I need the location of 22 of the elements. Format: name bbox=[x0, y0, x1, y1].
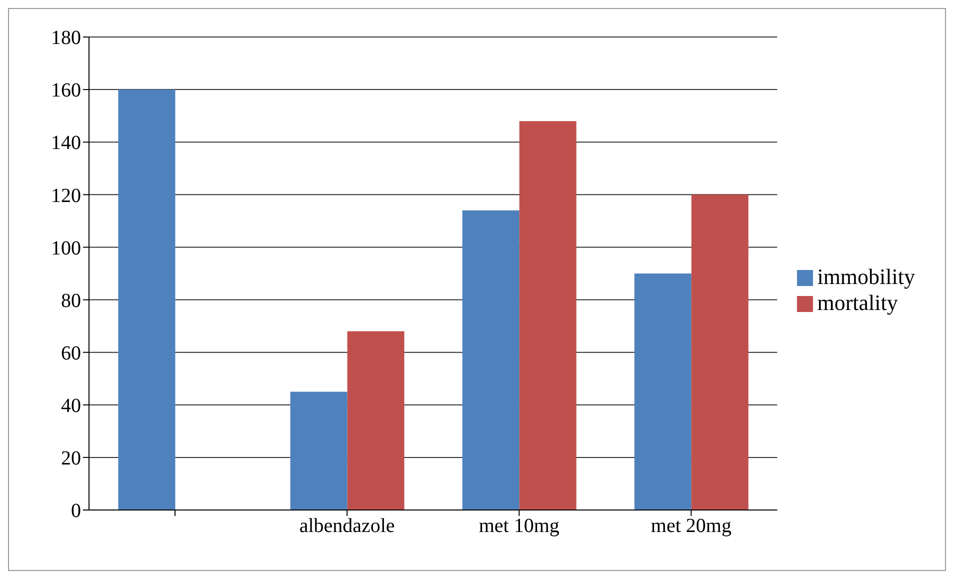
bar bbox=[347, 331, 404, 510]
legend-label: immobility bbox=[817, 264, 915, 288]
y-tick-label: 40 bbox=[61, 394, 81, 417]
bar bbox=[691, 194, 748, 510]
bar bbox=[519, 121, 576, 510]
bar bbox=[118, 90, 176, 510]
y-tick-label: 120 bbox=[51, 184, 81, 207]
y-tick-label: 160 bbox=[51, 80, 81, 102]
y-tick-label: 20 bbox=[61, 448, 81, 470]
legend-label: mortality bbox=[817, 290, 898, 314]
y-tick-label: 140 bbox=[51, 132, 81, 154]
x-tick-label: albendazole bbox=[299, 515, 395, 538]
x-tick-label: met 20mg bbox=[650, 515, 732, 538]
bar bbox=[634, 274, 692, 510]
x-tick-label: met 10mg bbox=[478, 515, 560, 538]
bar bbox=[290, 392, 348, 510]
y-tick-label: 0 bbox=[71, 500, 81, 522]
bar bbox=[462, 210, 520, 510]
y-tick-label: 60 bbox=[61, 342, 81, 364]
y-tick-label: 100 bbox=[51, 237, 81, 260]
y-tick-label: 80 bbox=[61, 290, 81, 312]
y-tick-label: 180 bbox=[51, 27, 81, 50]
